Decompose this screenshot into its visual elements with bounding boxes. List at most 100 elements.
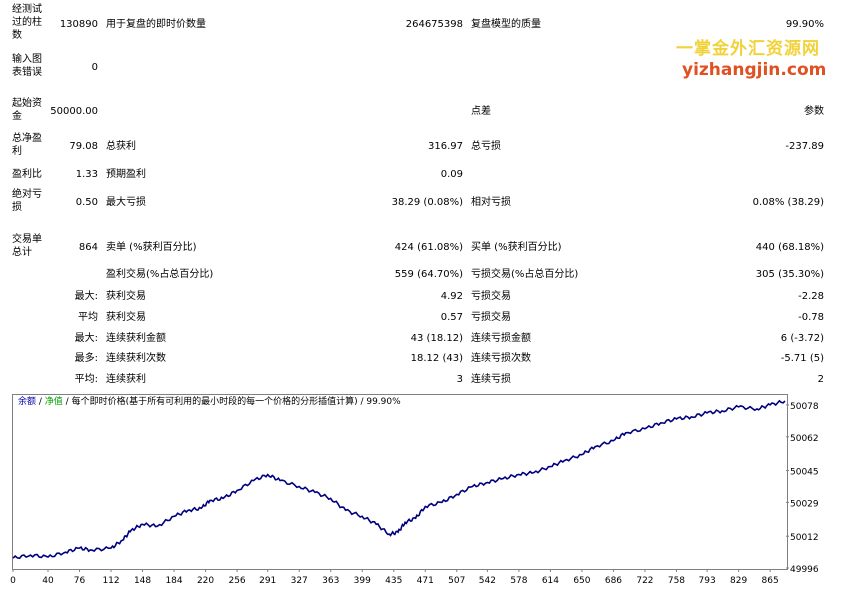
- most-prefix: 最多:: [74, 353, 98, 364]
- spread-label: 点差: [471, 106, 491, 117]
- max-cons-profit-value: 18.12 (43): [410, 353, 463, 364]
- abs-dd-label: 绝对亏损: [12, 189, 42, 213]
- x-tick-label: 0: [10, 576, 16, 586]
- x-tick-label: 40: [42, 576, 54, 586]
- x-tick-label: 112: [102, 576, 119, 586]
- x-tick-label: 327: [291, 576, 308, 586]
- profit-trades-value: 559 (64.70%): [394, 269, 463, 280]
- legend-description: 每个即时价格(基于所有可利用的最小时段的每一个价格的分形插值计算) / 99.9…: [71, 397, 401, 407]
- watermark-url: yizhangjin.com: [682, 60, 827, 80]
- short-label: 卖单 (%获利百分比): [106, 242, 197, 253]
- avg-cons-losses-value: 2: [817, 374, 824, 385]
- total-trades-value: 864: [78, 242, 98, 253]
- x-tick-label: 542: [479, 576, 496, 586]
- deposit-value: 50000.00: [50, 106, 98, 117]
- x-tick-label: 435: [385, 576, 402, 586]
- x-tick-label: 148: [134, 576, 151, 586]
- ticks-value: 264675398: [405, 19, 463, 30]
- balance-line: [12, 399, 786, 560]
- legend-sep-1: /: [36, 397, 45, 407]
- equity-chart: [12, 394, 788, 570]
- x-tick-label: 722: [636, 576, 653, 586]
- x-tick-label: 184: [165, 576, 182, 586]
- largest-prefix: 最大:: [74, 291, 98, 302]
- y-tick-label: 50012: [790, 533, 819, 543]
- x-tick-label: 507: [448, 576, 465, 586]
- x-tick-label: 256: [228, 576, 245, 586]
- x-tick-label: 291: [259, 576, 276, 586]
- loss-trades-value: 305 (35.30%): [755, 269, 824, 280]
- y-tick-label: 49996: [790, 565, 819, 575]
- max-cons-wins-label: 连续获利金额: [106, 333, 166, 344]
- profit-trades-label: 盈利交易(%占总百分比): [106, 269, 214, 280]
- deposit-label: 起始资金: [12, 98, 42, 122]
- gross-loss-value: -237.89: [785, 141, 824, 152]
- max-dd-value: 38.29 (0.08%): [391, 197, 463, 208]
- x-tick-label: 578: [510, 576, 527, 586]
- short-value: 424 (61.08%): [394, 242, 463, 253]
- largest-profit-label: 获利交易: [106, 291, 146, 302]
- y-tick-label: 50062: [790, 434, 819, 444]
- x-tick-label: 650: [573, 576, 590, 586]
- y-tick-label: 50045: [790, 468, 819, 478]
- total-trades-label: 交易单总计: [12, 234, 42, 258]
- x-tick-label: 758: [668, 576, 685, 586]
- y-tick-label: 50029: [790, 499, 819, 509]
- quality-label: 复盘模型的质量: [471, 19, 541, 30]
- params-label: 参数: [804, 106, 824, 117]
- x-tick-label: 686: [605, 576, 622, 586]
- avg-prefix: 平均:: [74, 374, 98, 385]
- x-tick-label: 793: [699, 576, 716, 586]
- x-tick-label: 614: [542, 576, 559, 586]
- x-tick-label: 829: [730, 576, 747, 586]
- net-profit-value: 79.08: [69, 141, 98, 152]
- x-tick-label: 363: [322, 576, 339, 586]
- y-tick-label: 50078: [790, 402, 819, 412]
- net-profit-label: 总净盈利: [12, 133, 42, 157]
- average-profit-label: 获利交易: [106, 312, 146, 323]
- avg-cons-losses-label: 连续亏损: [471, 374, 511, 385]
- x-tick-label: 399: [354, 576, 371, 586]
- gross-profit-label: 总获利: [106, 141, 136, 152]
- loss-trades-label: 亏损交易(%占总百分比): [471, 269, 579, 280]
- x-tick-label: 76: [74, 576, 86, 586]
- long-value: 440 (68.18%): [755, 242, 824, 253]
- profit-factor-label: 盈利比: [12, 169, 42, 180]
- errors-label: 输入图表错误: [12, 54, 42, 78]
- largest-profit-value: 4.92: [440, 291, 463, 302]
- x-tick-label: 471: [417, 576, 434, 586]
- long-label: 买单 (%获利百分比): [471, 242, 562, 253]
- max-prefix: 最大:: [74, 333, 98, 344]
- legend-balance: 余额: [18, 397, 37, 407]
- watermark-title: 一掌金外汇资源网: [676, 39, 820, 59]
- max-cons-profit-label: 连续获利次数: [106, 353, 166, 364]
- max-cons-loss-label: 连续亏损次数: [471, 353, 531, 364]
- average-prefix: 平均: [78, 312, 98, 323]
- largest-loss-value: -2.28: [798, 291, 824, 302]
- max-cons-wins-value: 43 (18.12): [410, 333, 463, 344]
- max-cons-losses-value: 6 (-3.72): [780, 333, 824, 344]
- max-cons-loss-value: -5.71 (5): [780, 353, 824, 364]
- bars-value: 130890: [59, 19, 98, 30]
- avg-cons-wins-label: 连续获利: [106, 374, 146, 385]
- avg-cons-wins-value: 3: [456, 374, 463, 385]
- expected-payoff-value: 0.09: [440, 169, 463, 180]
- max-dd-label: 最大亏损: [106, 197, 146, 208]
- gross-profit-value: 316.97: [428, 141, 463, 152]
- average-loss-value: -0.78: [798, 312, 824, 323]
- profit-factor-value: 1.33: [75, 169, 98, 180]
- rel-dd-value: 0.08% (38.29): [752, 197, 824, 208]
- largest-loss-label: 亏损交易: [471, 291, 511, 302]
- max-cons-losses-label: 连续亏损金额: [471, 333, 531, 344]
- ticks-label: 用于复盘的即时价数量: [106, 19, 206, 30]
- legend-equity: 净值: [44, 397, 63, 407]
- gross-loss-label: 总亏损: [471, 141, 501, 152]
- average-loss-label: 亏损交易: [471, 312, 511, 323]
- chart-legend: 余额 / 净值 / 每个即时价格(基于所有可利用的最小时段的每一个价格的分形插值…: [18, 397, 401, 408]
- expected-payoff-label: 预期盈利: [106, 169, 146, 180]
- x-tick-label: 865: [762, 576, 779, 586]
- x-tick-label: 220: [197, 576, 214, 586]
- errors-value: 0: [91, 62, 98, 73]
- bars-label: 经测试过的柱数: [12, 4, 42, 41]
